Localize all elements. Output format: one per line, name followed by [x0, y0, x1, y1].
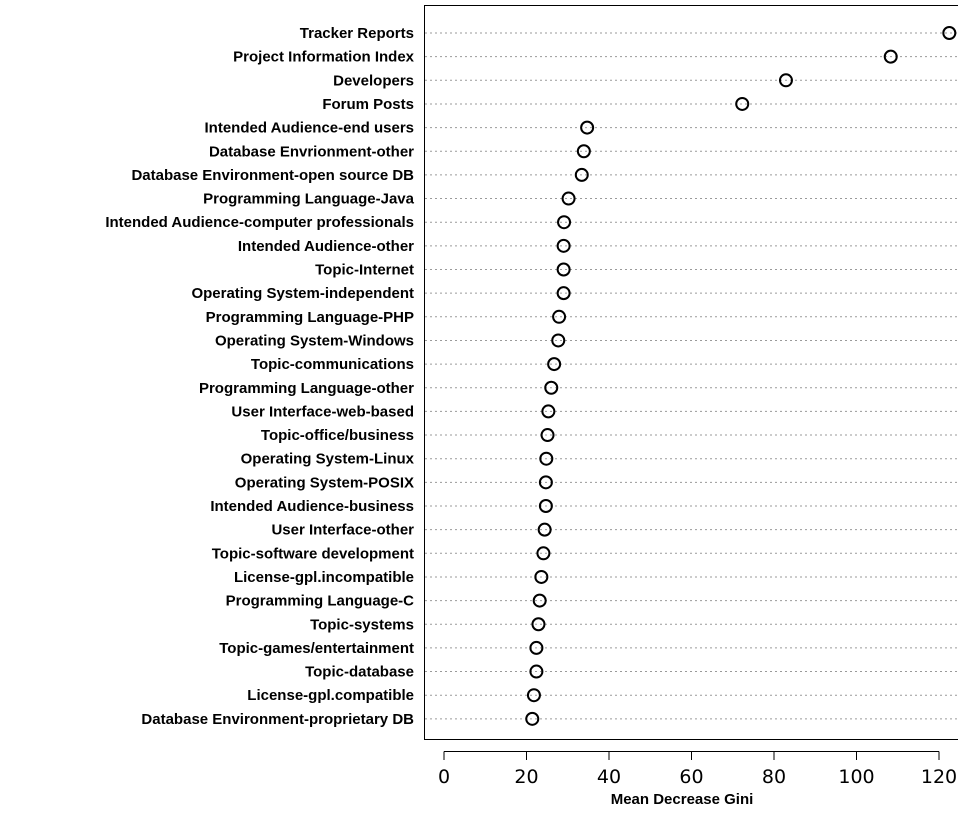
data-point: [538, 475, 553, 490]
data-point: [531, 617, 546, 632]
category-labels: Tracker Reports Project Information Index…: [105, 25, 414, 728]
category-label: Topic-Internet: [315, 262, 414, 279]
category-label: Topic-database: [305, 664, 414, 681]
category-label: Project Information Index: [233, 49, 415, 66]
category-label: Topic-software development: [212, 545, 414, 562]
category-label: License-gpl.incompatible: [234, 569, 414, 586]
data-point: [556, 238, 571, 253]
x-tick-label: 20: [514, 766, 538, 788]
x-tick-label: 100: [838, 766, 874, 788]
category-label: Programming Language-other: [199, 380, 414, 397]
category-label: Operating System-POSIX: [235, 474, 414, 491]
x-tick-label: 60: [679, 766, 703, 788]
category-label: Topic-systems: [310, 616, 414, 633]
category-label: Developers: [333, 72, 414, 89]
category-label: Intended Audience-business: [210, 498, 414, 515]
category-label: Topic-communications: [251, 356, 414, 373]
data-point: [525, 711, 540, 726]
category-label: Topic-games/entertainment: [219, 640, 414, 657]
category-label: Operating System-independent: [191, 285, 414, 302]
x-tick-label: 80: [762, 766, 786, 788]
category-label: Programming Language-PHP: [206, 309, 414, 326]
data-point: [942, 26, 957, 40]
x-axis: 0 20 40 60 80 100 120: [438, 751, 957, 788]
data-point: [574, 167, 589, 182]
x-tick-label: 120: [921, 766, 957, 788]
x-axis-title: Mean Decrease Gini: [611, 791, 754, 808]
data-point: [529, 640, 544, 655]
category-label: Operating System-Windows: [215, 332, 414, 349]
data-point: [576, 144, 591, 159]
category-label: User Interface-web-based: [231, 403, 414, 420]
category-label: Database Environment-proprietary DB: [141, 711, 414, 728]
data-point: [556, 262, 571, 277]
category-label: User Interface-other: [271, 522, 414, 539]
plot-frame: [424, 5, 958, 740]
data-point: [538, 499, 553, 513]
data-point: [778, 73, 793, 88]
data-point: [580, 120, 595, 135]
data-point: [544, 380, 559, 395]
data-point: [541, 404, 556, 419]
category-label: Topic-office/business: [261, 427, 414, 444]
data-point: [529, 664, 544, 679]
x-tick-label: 0: [438, 766, 450, 788]
category-label: Tracker Reports: [300, 25, 414, 42]
data-point: [552, 309, 567, 324]
category-label: Database Envrionment-other: [209, 143, 414, 160]
data-point: [735, 96, 750, 111]
category-label: Intended Audience-other: [238, 238, 414, 255]
category-label: Database Environment-open source DB: [131, 167, 414, 184]
data-point: [547, 357, 562, 372]
data-point: [536, 546, 551, 561]
category-label: Intended Audience-computer professionals: [105, 214, 414, 231]
category-label: Intended Audience-end users: [205, 120, 414, 137]
data-point: [534, 569, 549, 584]
category-label: License-gpl.compatible: [247, 687, 414, 704]
data-point: [537, 522, 552, 537]
grid-layer: [425, 32, 958, 720]
data-points: [525, 26, 957, 726]
data-point: [539, 451, 554, 466]
category-label: Forum Posts: [322, 96, 414, 113]
data-point: [532, 593, 547, 608]
data-point: [557, 215, 572, 230]
x-tick-label: 40: [597, 766, 621, 788]
data-point: [556, 286, 571, 301]
category-label: Programming Language-C: [226, 593, 415, 610]
data-point: [551, 333, 566, 348]
data-point: [540, 428, 555, 443]
category-label: Operating System-Linux: [241, 451, 415, 468]
category-label: Programming Language-Java: [203, 191, 415, 208]
data-point: [883, 49, 898, 64]
data-point: [561, 191, 576, 206]
data-point: [526, 688, 541, 703]
